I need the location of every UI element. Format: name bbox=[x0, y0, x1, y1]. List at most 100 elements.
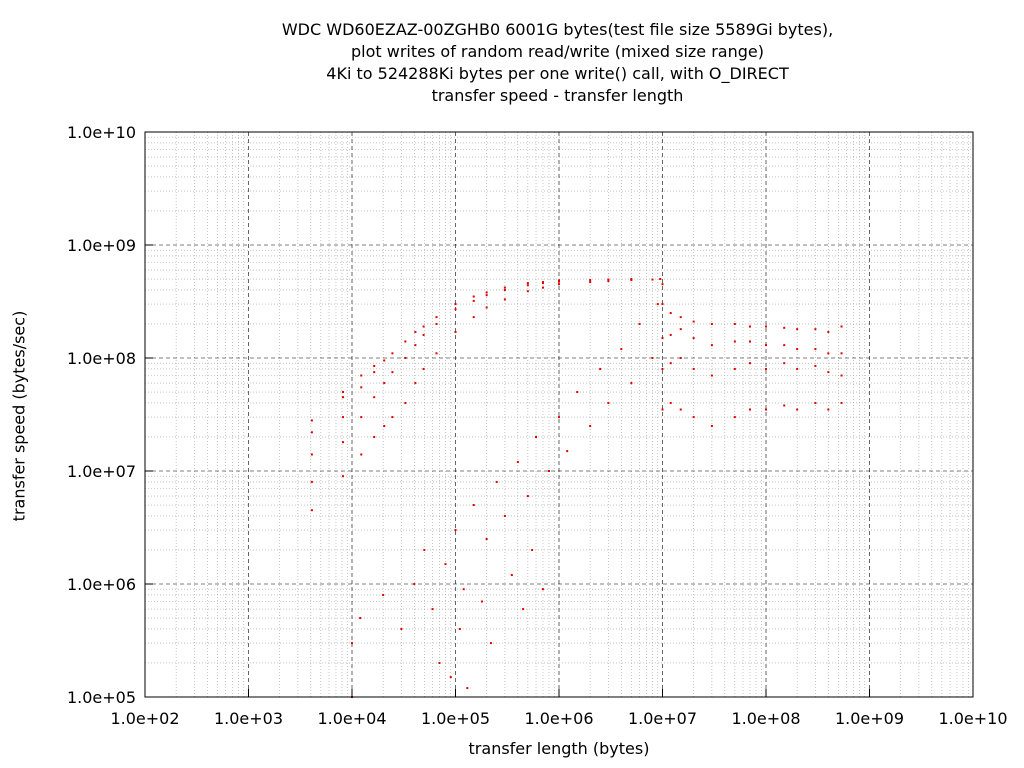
data-point bbox=[840, 352, 843, 355]
y-tick-label: 1.0e+07 bbox=[67, 462, 136, 481]
data-point bbox=[373, 364, 376, 367]
data-point bbox=[783, 326, 786, 329]
data-point bbox=[310, 480, 313, 483]
data-point bbox=[692, 367, 695, 370]
data-point bbox=[651, 278, 654, 281]
data-point bbox=[589, 281, 592, 284]
data-point bbox=[630, 278, 633, 281]
data-point bbox=[607, 278, 610, 281]
chart-title-line-1: WDC WD60EZAZ-00ZGHB0 6001G bytes(test fi… bbox=[281, 20, 834, 39]
data-point bbox=[526, 282, 529, 285]
data-point bbox=[383, 425, 386, 428]
data-point bbox=[710, 374, 713, 377]
data-point bbox=[630, 382, 633, 385]
data-point bbox=[620, 348, 623, 351]
grid-lines bbox=[144, 131, 974, 698]
data-point bbox=[796, 328, 799, 331]
data-point bbox=[558, 280, 560, 283]
data-point bbox=[472, 316, 475, 319]
data-point bbox=[827, 352, 830, 355]
data-point bbox=[516, 461, 519, 464]
x-tick-label: 1.0e+02 bbox=[110, 709, 179, 728]
data-point bbox=[679, 357, 682, 359]
data-point bbox=[391, 416, 394, 419]
chart-title: WDC WD60EZAZ-00ZGHB0 6001G bytes(test fi… bbox=[0, 19, 1024, 107]
data-point bbox=[485, 538, 488, 541]
data-point bbox=[495, 480, 498, 483]
data-point bbox=[827, 371, 830, 374]
data-point bbox=[814, 328, 817, 331]
data-point bbox=[423, 548, 426, 551]
y-tick-label: 1.0e+08 bbox=[67, 349, 136, 368]
data-point bbox=[404, 340, 407, 343]
data-point bbox=[373, 435, 376, 438]
data-point bbox=[783, 344, 786, 347]
data-point bbox=[814, 401, 817, 404]
data-point bbox=[541, 286, 544, 289]
data-point bbox=[472, 504, 475, 507]
y-axis-ticks: 1.0e+05 1.0e+06 1.0e+07 1.0e+08 1.0e+09 1.0e+… bbox=[67, 123, 153, 707]
data-point bbox=[383, 382, 386, 385]
data-point bbox=[480, 600, 483, 603]
data-point bbox=[360, 386, 363, 389]
y-tick-label: 1.0e+06 bbox=[67, 575, 136, 594]
data-point bbox=[444, 563, 447, 566]
data-point bbox=[576, 391, 579, 394]
data-point bbox=[599, 367, 602, 370]
data-point bbox=[466, 687, 469, 690]
data-point bbox=[661, 367, 664, 370]
data-point bbox=[607, 280, 610, 283]
data-point bbox=[472, 299, 475, 302]
data-point bbox=[827, 408, 830, 411]
data-point bbox=[531, 548, 534, 551]
data-point bbox=[692, 337, 695, 340]
data-point bbox=[414, 382, 417, 385]
data-point bbox=[435, 322, 438, 325]
data-point bbox=[765, 325, 767, 328]
data-point bbox=[310, 431, 313, 434]
data-point bbox=[503, 298, 506, 301]
data-point bbox=[382, 593, 385, 596]
data-point bbox=[485, 294, 488, 297]
data-point bbox=[669, 312, 672, 315]
data-point bbox=[840, 325, 843, 328]
data-point bbox=[541, 281, 544, 284]
data-point bbox=[656, 303, 659, 306]
data-point bbox=[796, 367, 799, 370]
data-point bbox=[422, 325, 425, 328]
data-point bbox=[558, 283, 560, 286]
data-point bbox=[748, 325, 751, 328]
data-point bbox=[342, 396, 345, 399]
y-axis-label: transfer speed (bytes/sec) bbox=[9, 310, 29, 522]
data-point bbox=[414, 344, 417, 347]
data-point bbox=[661, 337, 664, 340]
data-point bbox=[485, 291, 488, 294]
data-point bbox=[679, 328, 682, 331]
x-tick-label: 1.0e+03 bbox=[214, 709, 283, 728]
data-point bbox=[526, 284, 529, 287]
x-tick-label: 1.0e+08 bbox=[731, 709, 800, 728]
data-point bbox=[503, 286, 506, 289]
data-point bbox=[733, 416, 736, 419]
data-point bbox=[796, 408, 799, 411]
data-point bbox=[383, 359, 386, 362]
data-point bbox=[661, 283, 664, 286]
data-point bbox=[342, 416, 345, 419]
data-point bbox=[351, 642, 353, 645]
data-point bbox=[422, 333, 425, 336]
data-point bbox=[547, 470, 550, 472]
data-point bbox=[503, 288, 506, 291]
data-point bbox=[796, 348, 799, 351]
data-point bbox=[679, 408, 682, 411]
data-point bbox=[710, 344, 713, 347]
data-point bbox=[400, 627, 403, 630]
data-point bbox=[310, 419, 313, 422]
data-point bbox=[391, 352, 394, 355]
data-point bbox=[748, 408, 751, 411]
data-point bbox=[342, 475, 345, 478]
y-tick-label: 1.0e+10 bbox=[67, 123, 136, 142]
data-point bbox=[827, 330, 830, 333]
data-point bbox=[558, 416, 560, 419]
data-point bbox=[765, 367, 767, 370]
